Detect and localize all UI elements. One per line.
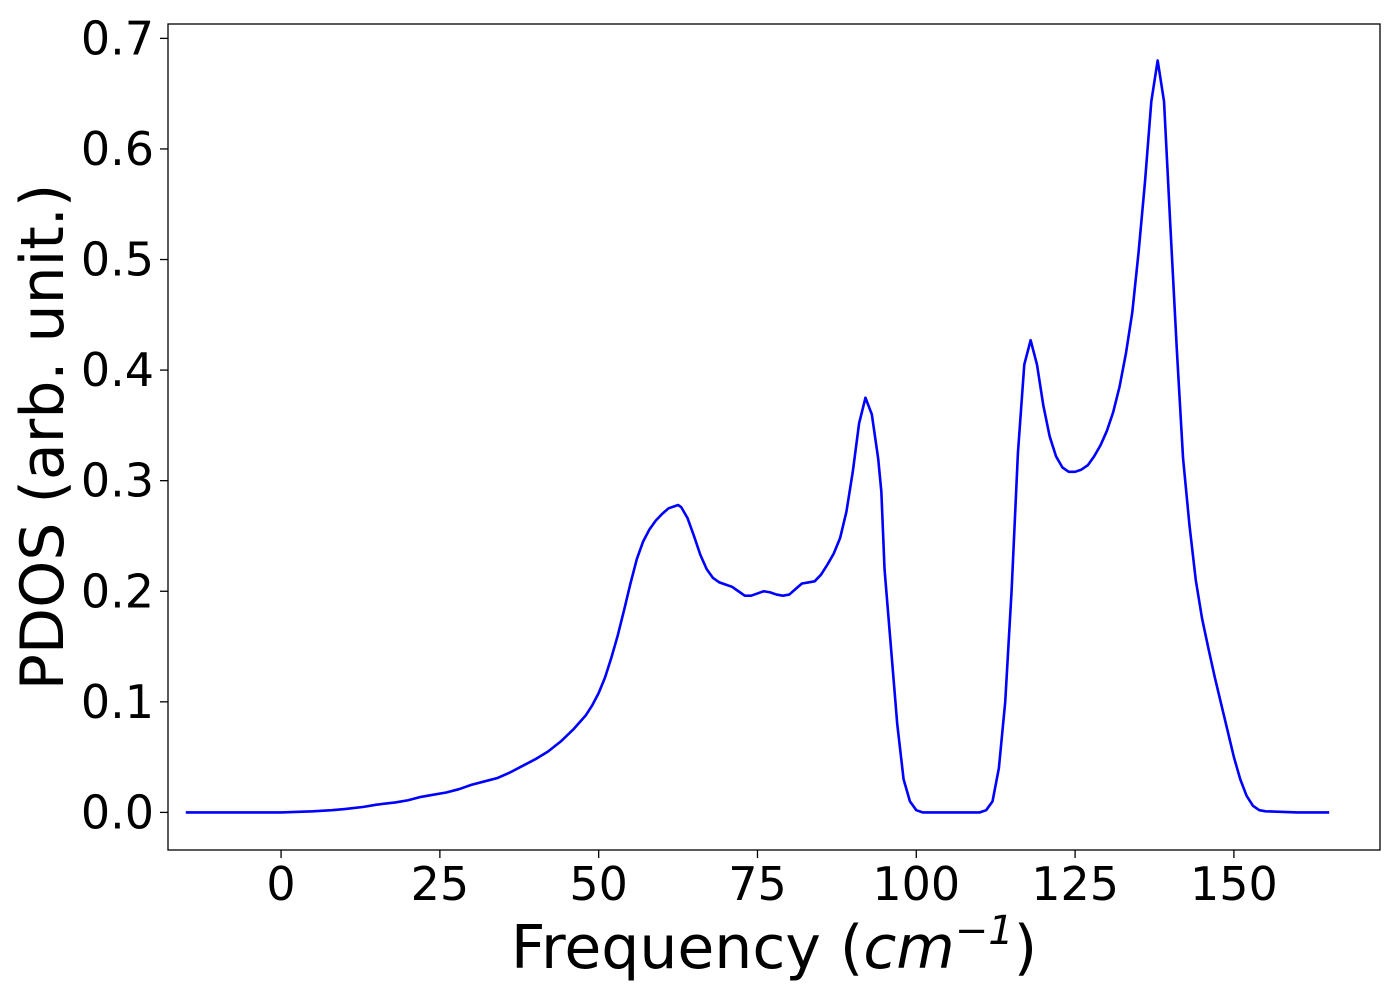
y-tick-label: 0.2 [81,564,154,618]
y-tick-label: 0.1 [81,675,154,729]
y-axis-label: PDOS (arb. unit.) [8,184,78,691]
x-tick-label: 50 [569,857,628,911]
x-tick-label: 75 [728,857,787,911]
x-tick-label: 125 [1031,857,1119,911]
x-axis-label-sup: −1 [955,908,1014,954]
x-axis-label-math: cm [863,913,954,983]
y-tick-label: 0.0 [81,785,154,839]
pdos-series-line [185,59,1330,814]
y-axis-ticks: 0.0 0.1 0.2 0.3 0.4 0.5 0.6 0.7 [81,11,168,839]
plot-area-frame [167,23,1381,851]
y-tick-label: 0.5 [81,233,154,287]
x-axis-label-text: Frequency ( [511,913,863,983]
y-tick-label: 0.7 [81,11,154,65]
x-tick-label: 0 [266,857,295,911]
x-tick-label: 25 [411,857,470,911]
x-axis-ticks: 0 25 50 75 100 125 150 [266,850,1278,911]
series-group [185,59,1330,814]
y-tick-label: 0.3 [81,454,154,508]
x-axis-label: Frequency (cm−1) [511,908,1037,983]
x-axis-label-close: ) [1014,913,1037,983]
x-tick-label: 100 [872,857,960,911]
y-tick-label: 0.6 [81,122,154,176]
y-tick-label: 0.4 [81,343,154,397]
x-tick-label: 150 [1190,857,1278,911]
